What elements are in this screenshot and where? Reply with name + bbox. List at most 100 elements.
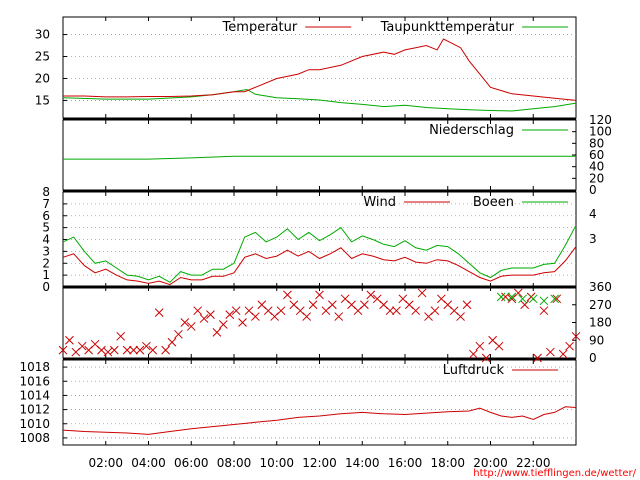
scatter-point <box>186 322 196 331</box>
scatter-point-stroke <box>212 328 222 337</box>
scatter-point-stroke <box>327 300 337 310</box>
scatter-point-stroke <box>167 337 177 347</box>
y-tick-label: 1010 <box>19 417 50 431</box>
scatter-point-stroke <box>372 294 382 304</box>
scatter-point <box>481 353 491 363</box>
scatter-point <box>518 294 527 304</box>
scatter-point-stroke <box>283 290 292 300</box>
scatter-point <box>58 345 68 355</box>
scatter-point <box>135 345 145 355</box>
scatter-point <box>411 306 421 316</box>
scatter-point <box>238 318 247 327</box>
scatter-point <box>430 306 440 316</box>
y-tick-label: 4 <box>42 233 50 247</box>
y-right-label: 3 <box>589 232 597 246</box>
scatter-point-stroke <box>481 353 491 363</box>
scatter-point <box>552 294 562 304</box>
scatter-point <box>539 306 549 316</box>
scatter-point-stroke <box>308 300 318 310</box>
scatter-point-stroke <box>392 306 401 316</box>
x-tick-label: 12:00 <box>302 456 337 470</box>
scatter-point-stroke <box>539 296 549 306</box>
scatter-point <box>302 312 312 321</box>
scatter-point-stroke <box>550 294 559 304</box>
scatter-point-stroke <box>513 288 523 298</box>
scatter-point <box>174 329 183 339</box>
y-right-tick-label: 90 <box>589 333 604 347</box>
scatter-point-stroke <box>122 345 132 355</box>
scatter-point-stroke <box>193 306 203 316</box>
series-line-luftdruck <box>62 406 577 435</box>
x-tick-label: 14:00 <box>345 456 380 470</box>
scatter-point-stroke <box>545 347 555 357</box>
x-tick-label: 22:00 <box>516 456 551 470</box>
scatter-point <box>116 331 126 341</box>
series-line-niederschlag <box>63 155 576 160</box>
y-tick-label: 1016 <box>19 374 50 388</box>
scatter-point-stroke <box>462 300 472 310</box>
y-tick-label: 1018 <box>19 360 50 374</box>
scatter-point-stroke <box>97 345 106 355</box>
y-right-tick-label: 20 <box>589 171 604 185</box>
scatter-point-stroke <box>58 345 68 355</box>
scatter-point-stroke <box>565 341 574 351</box>
scatter-point-stroke <box>77 341 87 351</box>
x-tick-label: 18:00 <box>430 456 465 470</box>
scatter-point <box>283 290 292 300</box>
scatter-point-stroke <box>501 292 510 302</box>
scatter-point-stroke <box>90 339 100 349</box>
scatter-point-stroke <box>469 349 478 359</box>
scatter-point <box>366 290 376 300</box>
legend-label: Luftdruck <box>443 363 505 378</box>
x-tick-label: 06:00 <box>174 456 209 470</box>
scatter-point <box>550 294 559 304</box>
y-right-tick-label: 0 <box>589 183 597 197</box>
scatter-point-stroke <box>135 345 145 355</box>
scatter-point <box>315 290 324 300</box>
series-line-wind <box>62 246 577 286</box>
scatter-point-stroke <box>520 300 530 310</box>
scatter-point-stroke <box>251 312 260 321</box>
scatter-point-stroke <box>411 306 421 316</box>
scatter-point <box>462 300 472 310</box>
scatter-point <box>469 349 478 359</box>
scatter-point-stroke <box>436 294 446 304</box>
scatter-point-stroke <box>257 300 267 310</box>
scatter-point <box>385 306 395 316</box>
scatter-point <box>218 320 228 329</box>
legend-label: Taupunkttemperatur <box>380 20 515 35</box>
scatter-point <box>565 341 574 351</box>
scatter-point-stroke <box>180 318 190 327</box>
scatter-point <box>129 345 138 355</box>
scatter-point-stroke <box>385 306 395 316</box>
y-tick-label: 6 <box>42 209 50 223</box>
scatter-point-stroke <box>507 292 517 302</box>
scatter-point <box>251 312 260 321</box>
scatter-point-stroke <box>238 318 247 327</box>
scatter-point-stroke <box>161 345 170 355</box>
y-right-tick-label: 360 <box>589 280 612 294</box>
scatter-point-stroke <box>295 306 305 316</box>
scatter-point <box>212 328 222 337</box>
scatter-point-stroke <box>528 294 538 304</box>
scatter-point-stroke <box>518 294 527 304</box>
scatter-point-stroke <box>186 322 196 331</box>
scatter-point <box>109 345 119 355</box>
scatter-point <box>231 306 241 316</box>
y-tick-label: 2 <box>42 256 50 270</box>
scatter-point <box>77 341 87 351</box>
source-url: http://www.tiefflingen.de/wetter/ <box>473 468 636 479</box>
y-tick-label: 25 <box>35 50 50 64</box>
scatter-point-stroke <box>347 300 356 310</box>
scatter-point-stroke <box>360 300 369 310</box>
scatter-point-stroke <box>103 347 113 357</box>
scatter-point <box>103 347 113 357</box>
y-tick-label: 1008 <box>19 431 50 445</box>
scatter-point <box>65 335 74 345</box>
scatter-point <box>276 306 286 316</box>
scatter-point-stroke <box>302 312 312 321</box>
scatter-point-stroke <box>539 306 549 316</box>
scatter-point-stroke <box>456 312 465 321</box>
y-tick-label: 1 <box>42 268 50 282</box>
